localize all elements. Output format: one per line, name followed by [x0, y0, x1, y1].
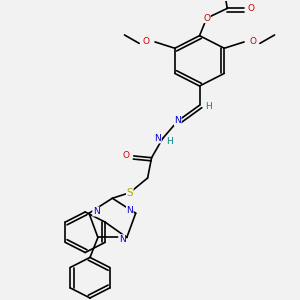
Text: O: O	[249, 37, 256, 46]
Text: O: O	[122, 152, 129, 160]
Text: N: N	[154, 134, 161, 143]
Text: H: H	[205, 103, 211, 112]
Text: H: H	[167, 137, 173, 146]
Text: N: N	[93, 207, 100, 216]
Text: O: O	[143, 37, 150, 46]
Text: N: N	[126, 206, 133, 215]
Text: O: O	[203, 14, 210, 23]
Text: O: O	[248, 4, 255, 13]
Text: N: N	[174, 116, 181, 125]
Text: S: S	[127, 188, 133, 198]
Text: N: N	[119, 235, 125, 244]
